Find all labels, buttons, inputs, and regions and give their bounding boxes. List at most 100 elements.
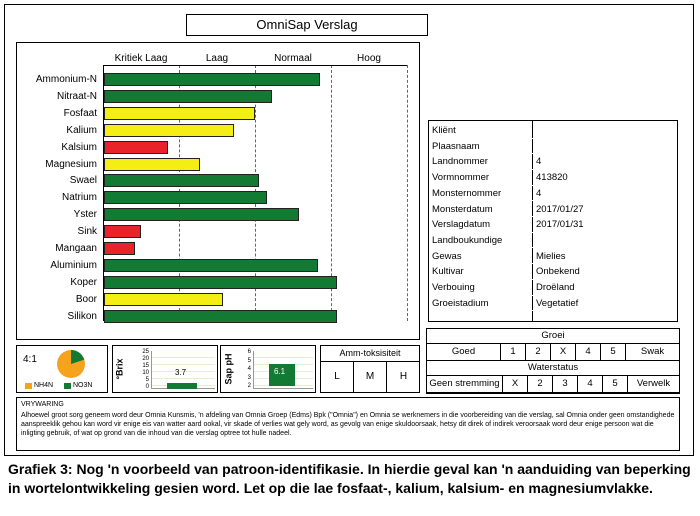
brix-tick: 5 [145, 377, 149, 383]
nutrient-bar [104, 258, 319, 272]
legend-swatch-no3n [64, 383, 71, 389]
brix-box: °Brix 25 20 15 10 5 0 3.7 [112, 345, 218, 393]
groei-cell: 1 [501, 344, 526, 361]
nutrient-label: Mangaan [55, 243, 97, 254]
waterstatus-cell: 4 [578, 376, 603, 393]
waterstatus-right-label: Verwelk [628, 376, 679, 393]
amm-cell: H [399, 371, 408, 382]
nutrient-label: Magnesium [45, 158, 97, 170]
groei-left-label: Goed [427, 344, 501, 361]
axis-top-line [103, 65, 407, 66]
nitrogen-ratio-pie [57, 350, 85, 378]
brix-value: 3.7 [175, 368, 187, 377]
nutrient-bar [104, 191, 268, 205]
info-key: Kultivar [432, 266, 464, 278]
info-value: Droëland [536, 282, 575, 293]
legend-label-nh4n: NH4N [34, 382, 54, 389]
nutrient-label: Sink [77, 226, 97, 238]
disclaimer-title: VRYWARING [21, 401, 64, 408]
category-label: Laag [205, 53, 229, 64]
nutrient-label: Kalium [66, 124, 97, 136]
nutrient-bar [104, 106, 256, 120]
info-value: 4 [536, 156, 542, 168]
info-row: Kliënt [429, 123, 677, 139]
info-row: Verslagdatum 2017/01/31 [429, 217, 677, 233]
sap-ph-label: Sap pH [223, 353, 234, 385]
brix-tick: 0 [145, 384, 149, 390]
info-key: Groeistadium [432, 297, 489, 309]
info-key: Vormnommer [432, 172, 490, 184]
waterstatus-cell: X [503, 376, 528, 393]
groei-cell: 2 [526, 344, 551, 361]
info-row: Monsterdatum 2017/01/27 [429, 202, 677, 217]
info-value: 2017/01/27 [536, 203, 584, 215]
brix-tick: 15 [142, 363, 149, 369]
nutrient-bar [104, 208, 300, 222]
nutrient-bar [104, 123, 234, 137]
nutrient-label: Fosfaat [63, 107, 97, 119]
info-key: Gewas [432, 250, 462, 262]
sap-ph-value: 6.1 [274, 367, 286, 376]
nutrient-label: Natrium [61, 192, 97, 204]
ph-tick: 2 [247, 383, 251, 389]
nutrient-bar [104, 242, 136, 255]
legend-swatch-nh4n [25, 383, 32, 389]
info-key: Plaasnaam [432, 140, 480, 152]
ratio-label: 4:1 [23, 354, 37, 365]
groei-title: Groei [427, 329, 679, 344]
gridline [407, 65, 408, 321]
info-column-divider [532, 121, 533, 321]
nutrient-bar [104, 73, 320, 86]
info-key: Landnommer [432, 156, 488, 168]
info-key: Landboukundige [432, 234, 503, 246]
nutrient-chart: Kritiek Laag Laag Normaal Hoog Ammonium-N Nit… [16, 42, 420, 340]
nutrient-label: Aluminium [50, 259, 97, 271]
info-row: Landnommer 4 [429, 154, 677, 170]
amm-cell: L [321, 362, 354, 392]
waterstatus-cell: 3 [553, 376, 578, 393]
brix-bar [167, 383, 197, 389]
nutrient-label: Koper [70, 276, 97, 288]
nutrient-label: Yster [73, 209, 97, 221]
groei-cell: X [551, 344, 576, 361]
info-row: Gewas Mielies [429, 249, 677, 265]
brix-tick: 20 [142, 356, 149, 362]
category-label: Kritiek Laag [114, 53, 168, 64]
info-value: 2017/01/31 [536, 219, 584, 231]
info-value: Vegetatief [536, 297, 579, 309]
info-row: Plaasnaam [429, 139, 677, 155]
ph-tick: 6 [247, 349, 251, 355]
ph-tick: 4 [247, 366, 251, 372]
info-key: Monsternommer [432, 187, 502, 199]
nutrient-bar [104, 292, 224, 306]
info-key: Kliënt [432, 125, 456, 136]
nutrient-bar [104, 275, 338, 289]
gridline [103, 65, 104, 321]
disclaimer-box: VRYWARING Alhoewel groot sorg geneem wor… [16, 397, 680, 451]
report-title: OmniSap Verslag [186, 14, 428, 36]
pie-slice-nh4n [71, 350, 85, 364]
brix-tick: 25 [142, 349, 149, 355]
sap-ph-box: Sap pH 6 5 4 3 2 6.1 [220, 345, 316, 393]
nutrient-label: Ammonium-N [35, 74, 97, 85]
brix-label: °Brix [114, 358, 125, 380]
amm-divider [321, 361, 419, 362]
nutrient-label: Boor [75, 293, 97, 305]
groei-right-label: Swak [626, 344, 679, 361]
groei-cell: 5 [601, 344, 626, 361]
info-value: Mielies [536, 250, 566, 262]
nitrogen-ratio-box: 4:1 NH4N NO3N [16, 345, 108, 393]
nutrient-label: Silikon [67, 310, 97, 322]
ph-tick: 5 [247, 357, 251, 364]
nutrient-bar [104, 157, 200, 171]
nutrient-bar [104, 89, 272, 103]
info-row: Kultivar Onbekend [429, 264, 677, 280]
category-label: Normaal [274, 53, 312, 64]
nutrient-bar [104, 309, 338, 323]
info-value: 413820 [536, 172, 568, 184]
brix-tick: 10 [142, 370, 149, 376]
waterstatus-left-label: Geen stremming [427, 376, 503, 393]
info-row: Groeistadium Vegetatief [429, 296, 677, 312]
legend-label-no3n: NO3N [73, 382, 93, 389]
